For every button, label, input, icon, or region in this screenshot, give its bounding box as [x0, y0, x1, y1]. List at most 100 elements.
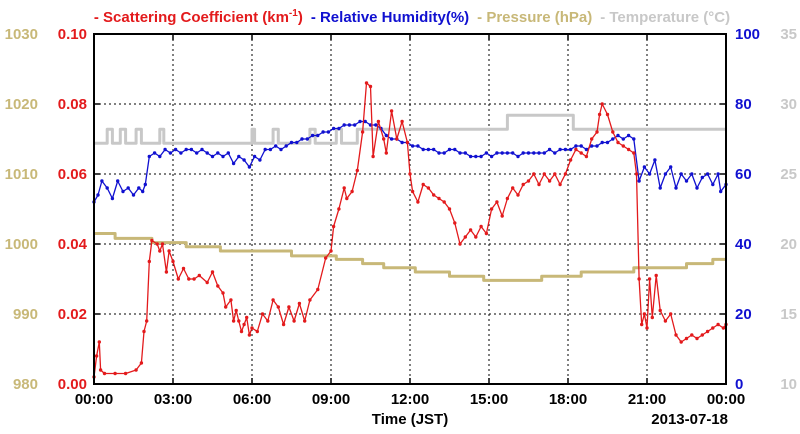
y-tick-label-pressure: 1000	[5, 236, 38, 253]
y-tick-label-scattering: 0.00	[58, 376, 87, 393]
data-point-scattering-coefficient	[458, 242, 462, 246]
data-point-relative-humidity	[674, 186, 678, 190]
data-point-scattering-coefficient	[468, 228, 473, 232]
data-point-relative-humidity	[295, 140, 299, 145]
x-tick-label: 00:00	[75, 391, 113, 408]
data-point-scattering-coefficient	[500, 214, 504, 218]
data-point-scattering-coefficient	[245, 315, 249, 320]
data-point-relative-humidity	[547, 147, 552, 152]
series-relative-humidity	[92, 119, 728, 204]
data-point-scattering-coefficient	[674, 333, 678, 337]
data-point-scattering-coefficient	[640, 322, 644, 327]
data-point-relative-humidity	[121, 189, 125, 194]
legend-superscript: -1	[289, 8, 298, 19]
data-point-relative-humidity	[216, 151, 220, 155]
data-point-scattering-coefficient	[171, 259, 175, 264]
data-point-relative-humidity	[242, 158, 246, 162]
data-point-scattering-coefficient	[281, 322, 286, 327]
data-point-scattering-coefficient	[547, 179, 552, 183]
y-tick-label-scattering: 0.06	[58, 166, 87, 183]
data-point-relative-humidity	[653, 158, 657, 162]
data-point-relative-humidity	[416, 144, 420, 148]
data-point-relative-humidity	[684, 179, 689, 183]
data-point-scattering-coefficient	[690, 333, 694, 337]
legend-entry: - Temperature (°C)	[600, 9, 730, 26]
data-point-relative-humidity	[468, 154, 473, 159]
ticks: 00:00 03:00 06:00 09:00 12:00 15:00 18:00 21:00…	[5, 26, 797, 408]
data-point-relative-humidity	[226, 151, 230, 155]
data-point-scattering-coefficient	[376, 119, 381, 124]
data-point-scattering-coefficient	[516, 193, 520, 197]
data-point-scattering-coefficient	[463, 235, 467, 239]
data-point-relative-humidity	[252, 154, 257, 159]
data-point-relative-humidity	[642, 165, 647, 169]
data-point-relative-humidity	[353, 123, 357, 127]
data-point-relative-humidity	[705, 172, 710, 176]
data-point-scattering-coefficient	[123, 371, 128, 376]
x-axis-label: Time (JST)	[372, 411, 448, 428]
data-point-relative-humidity	[600, 140, 604, 145]
y-tick-label-humidity: 20	[735, 306, 752, 323]
y-tick-label-humidity: 40	[735, 236, 752, 253]
data-point-relative-humidity	[158, 154, 162, 159]
data-point-scattering-coefficient	[316, 287, 320, 292]
x-tick-label: 12:00	[391, 391, 429, 408]
data-point-relative-humidity	[143, 182, 147, 187]
data-point-relative-humidity	[316, 133, 320, 138]
data-point-scattering-coefficient	[400, 119, 404, 124]
data-point-scattering-coefficient	[342, 186, 346, 190]
data-point-relative-humidity	[147, 154, 151, 159]
data-point-scattering-coefficient	[242, 322, 246, 327]
data-point-scattering-coefficient	[716, 322, 720, 327]
data-point-scattering-coefficient	[437, 196, 441, 201]
data-point-relative-humidity	[658, 186, 662, 190]
data-point-scattering-coefficient	[139, 361, 144, 365]
data-point-scattering-coefficient	[234, 308, 238, 313]
data-point-relative-humidity	[616, 133, 620, 138]
data-point-scattering-coefficient	[360, 130, 365, 134]
data-point-scattering-coefficient	[160, 242, 165, 246]
data-point-relative-humidity	[358, 119, 362, 124]
data-point-relative-humidity	[679, 172, 683, 176]
data-point-scattering-coefficient	[229, 298, 233, 302]
data-point-scattering-coefficient	[432, 193, 436, 197]
data-point-relative-humidity	[258, 158, 262, 162]
data-point-relative-humidity	[110, 196, 115, 201]
data-point-scattering-coefficient	[150, 238, 154, 243]
data-point-relative-humidity	[279, 147, 283, 152]
data-point-scattering-coefficient	[337, 207, 341, 211]
data-point-scattering-coefficient	[442, 200, 446, 204]
data-point-scattering-coefficient	[484, 231, 489, 236]
data-point-relative-humidity	[141, 189, 145, 194]
data-point-relative-humidity	[500, 151, 504, 155]
data-point-relative-humidity	[400, 140, 404, 145]
data-point-relative-humidity	[189, 147, 194, 152]
data-point-relative-humidity	[337, 126, 341, 131]
legend-entry: - Scattering Coefficient (km	[94, 9, 289, 26]
data-point-relative-humidity	[542, 151, 546, 155]
series-line-pressure	[94, 232, 726, 282]
date-label: 2013-07-18	[651, 411, 728, 428]
data-point-relative-humidity	[558, 147, 562, 152]
y-tick-label-temperature: 30	[780, 96, 797, 113]
data-point-scattering-coefficient	[605, 112, 610, 117]
data-point-relative-humidity	[163, 147, 167, 152]
data-point-relative-humidity	[184, 147, 188, 152]
data-point-relative-humidity	[137, 186, 141, 190]
data-point-relative-humidity	[195, 151, 199, 155]
data-point-scattering-coefficient	[495, 200, 499, 204]
data-point-relative-humidity	[221, 154, 225, 159]
data-point-relative-humidity	[389, 137, 394, 141]
data-point-scattering-coefficient	[292, 319, 296, 323]
y-tick-label-humidity: 0	[735, 376, 743, 393]
x-tick-label: 18:00	[549, 391, 587, 408]
data-point-scattering-coefficient	[371, 154, 375, 159]
legend-entry-tail: )	[298, 9, 303, 26]
data-point-scattering-coefficient	[395, 137, 399, 141]
data-point-scattering-coefficient	[158, 249, 162, 253]
data-point-scattering-coefficient	[645, 326, 649, 330]
data-point-scattering-coefficient	[102, 371, 107, 376]
chart-title: - Scattering Coefficient (km-1) - Relativ…	[94, 8, 730, 26]
data-point-scattering-coefficient	[574, 147, 578, 152]
